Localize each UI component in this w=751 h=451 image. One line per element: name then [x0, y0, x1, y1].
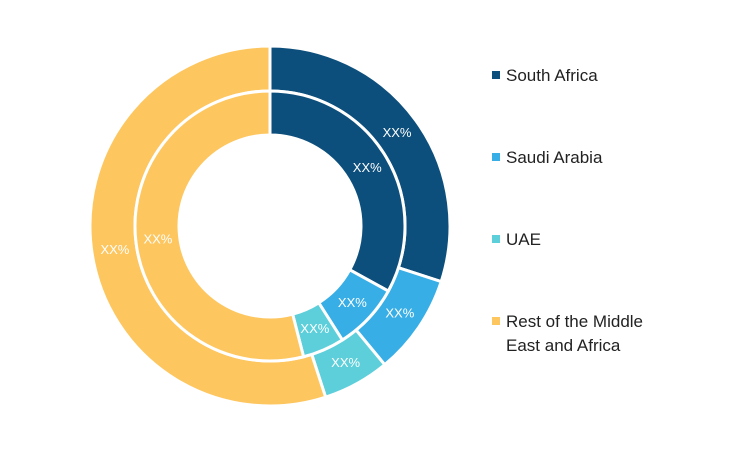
legend-swatch: [492, 235, 500, 243]
inner-label-saudi-arabia: XX%: [338, 295, 367, 310]
slice-labels: XX% XX% XX% XX% XX% XX% XX% XX%: [100, 125, 414, 370]
inner-slice-south-africa: [268, 89, 407, 294]
inner-ring: [133, 89, 407, 363]
legend: South Africa Saudi Arabia UAE Rest of th…: [492, 64, 742, 358]
legend-label: UAE: [506, 230, 541, 249]
outer-label-south-africa: XX%: [383, 125, 412, 140]
outer-label-uae: XX%: [331, 355, 360, 370]
inner-slice-rest-of-the-middle-east-and-africa: [133, 89, 306, 363]
outer-label-rest-of-the-middle-east-and-africa: XX%: [100, 242, 129, 257]
legend-item-south-africa: South Africa: [492, 64, 742, 88]
legend-item-rest-of-mea: Rest of the Middle East and Africa: [492, 310, 742, 358]
legend-label: Saudi Arabia: [506, 148, 603, 167]
legend-swatch: [492, 71, 500, 79]
legend-item-saudi-arabia: Saudi Arabia: [492, 146, 742, 170]
legend-swatch: [492, 317, 500, 325]
legend-label: South Africa: [506, 66, 598, 85]
legend-swatch: [492, 153, 500, 161]
legend-item-uae: UAE: [492, 228, 742, 252]
inner-label-uae: XX%: [300, 321, 329, 336]
inner-label-rest-of-the-middle-east-and-africa: XX%: [143, 232, 172, 247]
outer-label-saudi-arabia: XX%: [385, 306, 414, 321]
inner-label-south-africa: XX%: [353, 160, 382, 175]
legend-label: Rest of the Middle East and Africa: [506, 312, 644, 355]
